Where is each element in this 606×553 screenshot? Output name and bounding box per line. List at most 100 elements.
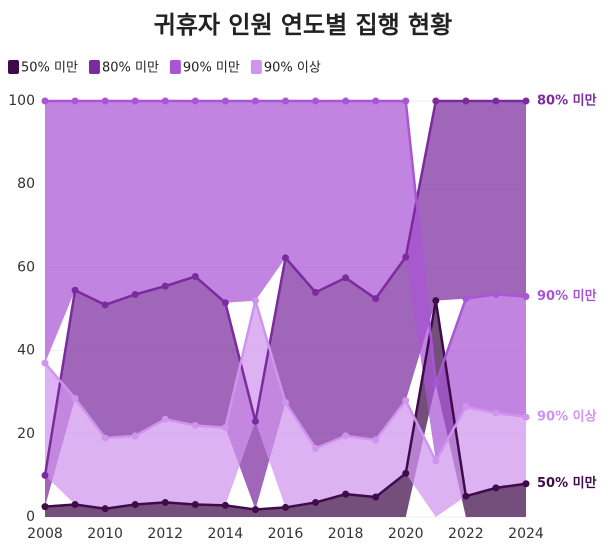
point [372,436,380,444]
point [161,415,169,423]
point [131,432,139,440]
point [71,394,79,402]
point [432,457,440,465]
point [251,97,259,105]
area [45,101,526,461]
point [251,417,259,425]
area [45,101,526,510]
legend-swatch [8,60,19,74]
point [251,297,259,305]
point [492,484,500,492]
point [372,295,380,303]
point [161,498,169,506]
point [221,424,229,432]
point [342,97,350,105]
point [492,290,500,298]
point [131,290,139,298]
legend-swatch [250,60,262,74]
point [71,501,79,509]
point [462,295,470,303]
point [101,434,109,442]
point [191,97,199,105]
x-tick-label: 2010 [87,526,123,542]
point [312,444,320,452]
area [45,300,526,517]
point [191,421,199,429]
point [432,97,440,105]
point [41,97,49,105]
point [221,299,229,307]
point [342,432,350,440]
point [41,503,49,511]
x-tick-label: 2020 [388,526,424,542]
x-tick-label: 2018 [328,526,364,542]
point [402,253,410,261]
point [221,501,229,509]
point [161,97,169,105]
x-tick-label: 2016 [268,526,304,542]
point [101,505,109,513]
point [71,97,79,105]
chart-title: 귀휴자 인원 연도별 집행 현황 [154,11,452,39]
point [522,480,530,488]
point [191,273,199,281]
y-tick-label: 100 [8,93,35,109]
x-tick-label: 2014 [208,526,244,542]
point [282,97,289,105]
point [432,297,440,305]
point [462,492,470,500]
point [282,254,289,262]
point [312,97,320,105]
point [312,498,320,506]
point [131,97,139,105]
point [282,399,289,407]
legend-label: 50% 미만 [21,61,78,76]
point [462,403,470,411]
point [101,301,109,309]
point [372,493,380,501]
point [71,286,79,294]
point [251,506,259,514]
point [522,293,530,301]
y-tick-label: 20 [17,426,35,442]
x-tick-label: 2022 [448,526,484,542]
point [492,409,500,417]
point [522,97,530,105]
point [41,359,49,367]
point [342,274,350,282]
end-label: 90% 미만 [537,288,597,304]
point [131,501,139,509]
point [161,282,169,290]
legend-label: 90% 미만 [183,61,240,76]
point [41,471,49,479]
y-tick-label: 80 [17,176,35,192]
legend-swatch [88,60,100,74]
end-label: 90% 이상 [537,409,597,425]
point [402,469,410,477]
legend-label: 90% 이상 [264,61,321,76]
legend-label: 80% 미만 [102,61,159,76]
point [191,501,199,509]
x-tick-label: 2012 [147,526,183,542]
point [282,503,289,511]
point [522,413,530,421]
point [221,97,229,105]
x-tick-label: 2024 [508,526,544,542]
y-tick-label: 0 [26,509,35,525]
end-label: 80% 미만 [537,93,597,109]
legend-swatch [169,60,181,74]
point [312,288,320,296]
point [462,97,470,105]
point [492,97,500,105]
point [372,97,380,105]
point [402,97,410,105]
y-tick-label: 40 [17,343,35,359]
end-label: 50% 미만 [537,475,597,491]
point [342,490,350,498]
point [101,97,109,105]
y-tick-label: 60 [17,259,35,275]
point [432,380,440,388]
x-tick-label: 2008 [27,526,63,542]
